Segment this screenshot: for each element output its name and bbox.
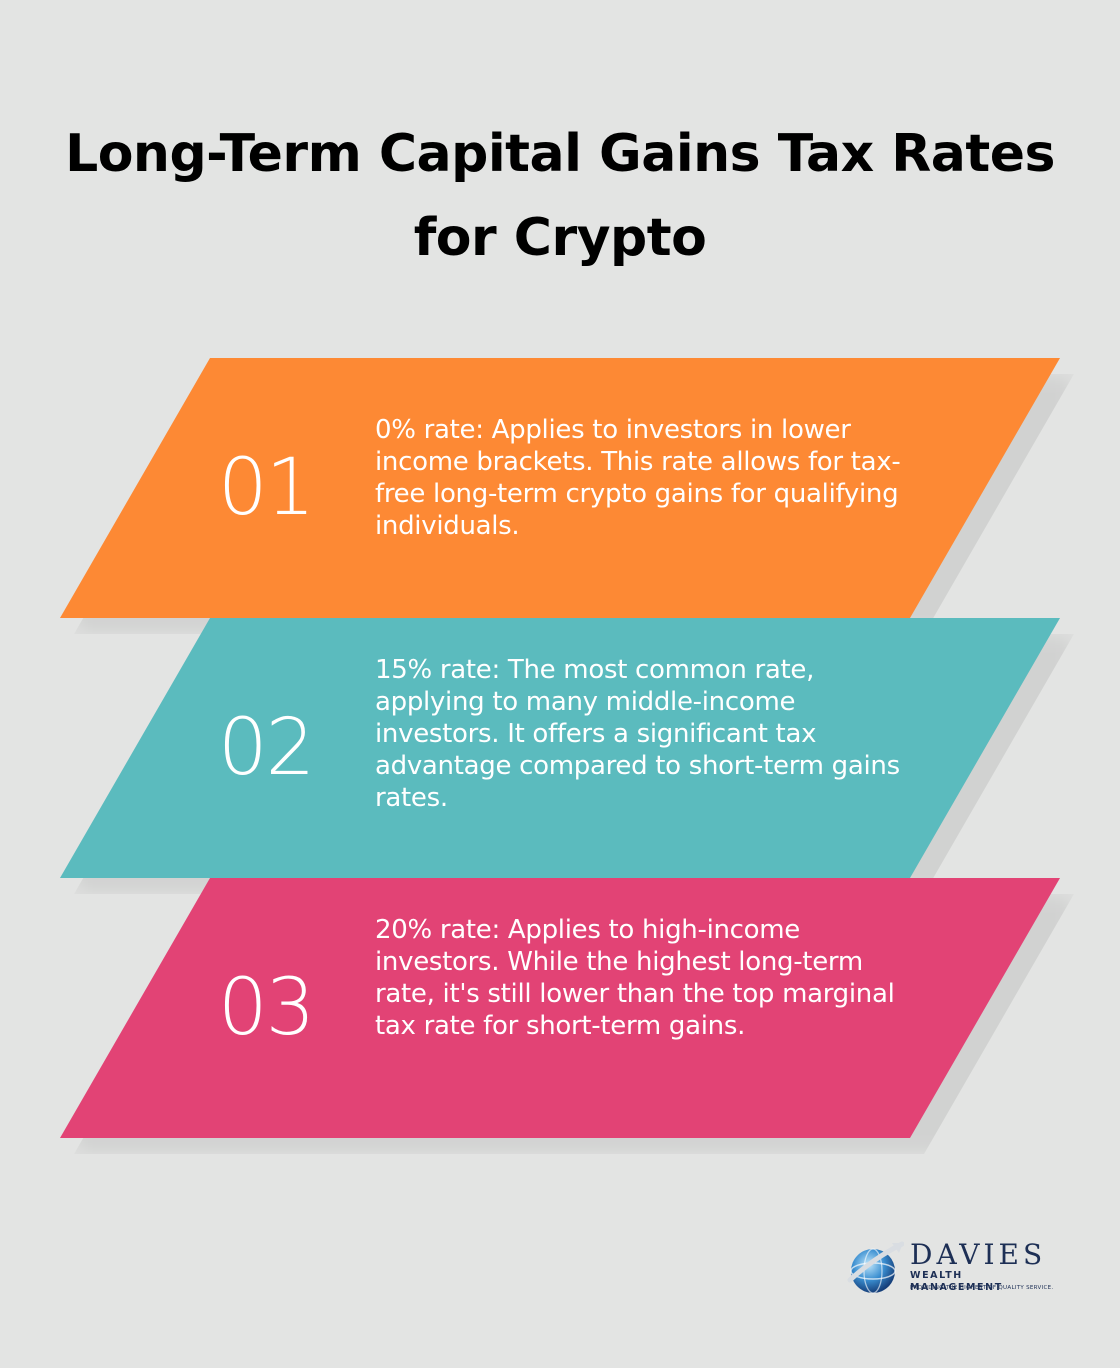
globe-icon <box>847 1241 904 1294</box>
rate-card-03: 03 20% rate: Applies to high-income inve… <box>0 878 1120 1154</box>
card-shape <box>60 618 1060 878</box>
card-text: 15% rate: The most common rate, applying… <box>375 655 900 813</box>
card-text: 0% rate: Applies to investors in lower i… <box>375 415 901 541</box>
logo-subtitle: WEALTH MANAGEMENT <box>910 1270 1003 1293</box>
page-title: Long-Term Capital Gains Tax Rates for Cr… <box>65 124 1055 268</box>
rate-card-01: 01 0% rate: Applies to investors in lowe… <box>0 358 1120 634</box>
card-number: 01 <box>218 443 315 533</box>
logo-tagline: PROVIDING THE HIGHEST OF QUALITY SERVICE… <box>910 1285 1054 1291</box>
card-shape <box>60 358 1060 618</box>
card-shape <box>60 878 1060 1138</box>
logo-wordmark: DAVIES <box>910 1238 1047 1271</box>
card-number: 03 <box>218 963 315 1053</box>
card-text: 20% rate: Applies to high-income investo… <box>375 915 895 1041</box>
company-logo: DAVIES WEALTH MANAGEMENT PROVIDING THE H… <box>846 1234 1056 1304</box>
rate-card-02: 02 15% rate: The most common rate, apply… <box>0 618 1120 894</box>
card-number: 02 <box>218 703 315 793</box>
